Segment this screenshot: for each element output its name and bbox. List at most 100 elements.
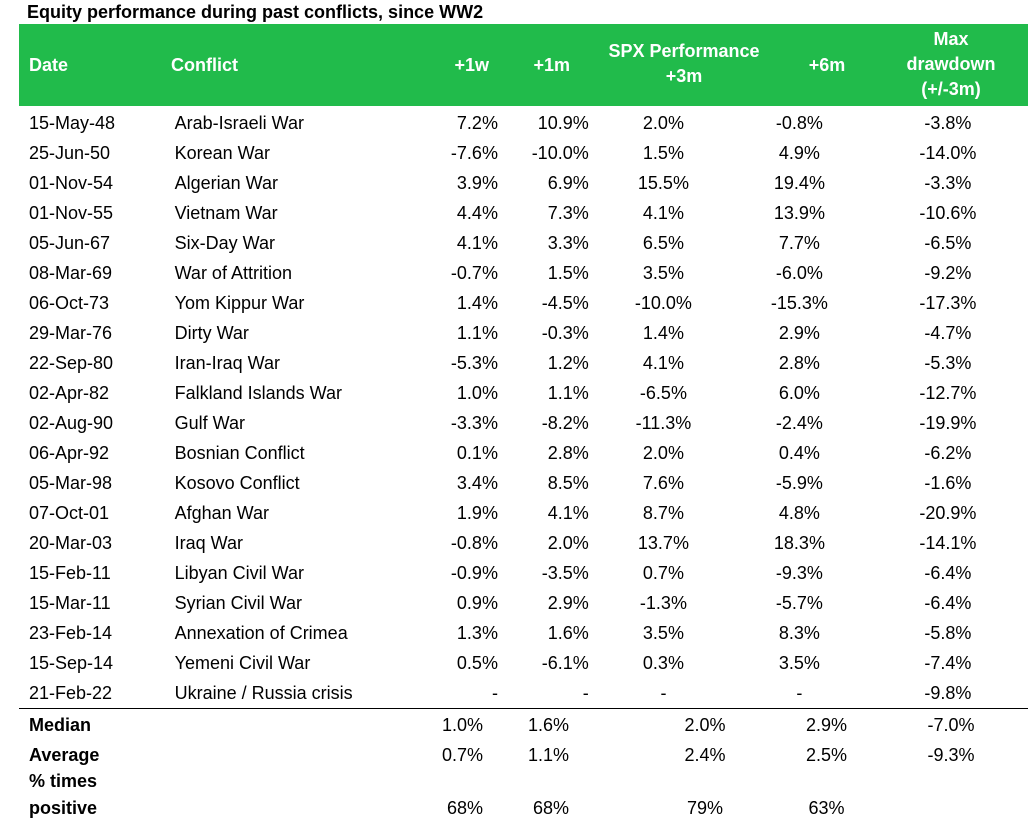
positive-1m: 68% — [532, 798, 569, 818]
header-conflict: Conflict — [171, 54, 238, 75]
conflict-cell: Vietnam War — [174, 203, 278, 223]
median-drawdown: -7.0% — [927, 715, 975, 735]
conflict-cell: Falkland Islands War — [174, 383, 343, 403]
conflict-cell: Annexation of Crimea — [174, 623, 348, 643]
header-spx-label: SPX Performance — [608, 41, 760, 61]
date-cell: 01-Nov-54 — [29, 173, 114, 193]
table-row: 06-Oct-73 Yom Kippur War 1.4% -4.5% -10.0% -1… — [19, 288, 1035, 318]
perf-1m-cell: -4.5% — [541, 293, 589, 313]
perf-1w-cell: -5.3% — [450, 353, 498, 373]
positive-label-line2: positive — [29, 798, 98, 818]
perf-1m-cell: 2.9% — [547, 593, 589, 613]
max-drawdown-cell: -5.8% — [924, 623, 972, 643]
perf-1w-cell: -7.6% — [450, 143, 498, 163]
header-dd-line2: drawdown — [906, 54, 996, 74]
perf-3m-cell: 2.0% — [642, 113, 684, 133]
conflict-cell: Six-Day War — [174, 233, 275, 253]
perf-1w-cell: 1.4% — [456, 293, 498, 313]
median-3m: 2.0% — [684, 715, 726, 735]
positive-3m: 79% — [686, 798, 724, 818]
perf-6m-cell: 3.5% — [778, 653, 820, 673]
perf-3m-cell: 3.5% — [642, 263, 684, 283]
max-drawdown-cell: -12.7% — [919, 383, 977, 403]
table-row: 02-Aug-90 Gulf War -3.3% -8.2% -11.3% -2.4% -1… — [19, 408, 1035, 438]
max-drawdown-cell: -3.8% — [924, 113, 972, 133]
perf-1w-cell: 1.9% — [456, 503, 498, 523]
header-6m: +6m — [808, 54, 846, 75]
table-row: 01-Nov-54 Algerian War 3.9% 6.9% 15.5% 19.4% -… — [19, 168, 1035, 198]
perf-3m-cell: 0.7% — [642, 563, 684, 583]
max-drawdown-cell: -14.0% — [919, 143, 977, 163]
max-drawdown-cell: -6.5% — [924, 233, 972, 253]
date-cell: 15-Feb-11 — [29, 563, 111, 583]
conflict-table: 15-May-48 Arab-Israeli War 7.2% 10.9% 2.0% -0… — [19, 108, 1035, 708]
max-drawdown-cell: -20.9% — [919, 503, 977, 523]
date-cell: 01-Nov-55 — [29, 203, 114, 223]
max-drawdown-cell: -14.1% — [919, 533, 977, 553]
perf-3m-cell: - — [660, 683, 667, 703]
conflict-cell: Dirty War — [174, 323, 249, 343]
perf-6m-cell: 18.3% — [773, 533, 825, 553]
perf-1m-cell: 6.9% — [547, 173, 589, 193]
conflict-cell: War of Attrition — [174, 263, 292, 283]
table-header: Date Conflict +1w +1m SPX Performance +3… — [19, 24, 1028, 106]
perf-1w-cell: 1.1% — [456, 323, 498, 343]
perf-6m-cell: -6.0% — [775, 263, 823, 283]
perf-1w-cell: 0.5% — [456, 653, 498, 673]
perf-6m-cell: -15.3% — [770, 293, 828, 313]
date-cell: 21-Feb-22 — [29, 683, 113, 703]
max-drawdown-cell: -7.4% — [924, 653, 972, 673]
date-cell: 22-Sep-80 — [29, 353, 114, 373]
table-row: 05-Mar-98 Kosovo Conflict 3.4% 8.5% 7.6% -5.9… — [19, 468, 1035, 498]
perf-3m-cell: -10.0% — [634, 293, 692, 313]
perf-1m-cell: - — [582, 683, 589, 703]
perf-1w-cell: 7.2% — [456, 113, 498, 133]
date-cell: 02-Aug-90 — [29, 413, 114, 433]
perf-6m-cell: -5.9% — [775, 473, 823, 493]
date-cell: 15-May-48 — [29, 113, 116, 133]
perf-1w-cell: 3.9% — [456, 173, 498, 193]
conflict-cell: Yemeni Civil War — [174, 653, 311, 673]
date-cell: 25-Jun-50 — [29, 143, 111, 163]
conflict-cell: Kosovo Conflict — [174, 473, 300, 493]
positive-label-line1: % times — [29, 771, 98, 791]
perf-1m-cell: 4.1% — [547, 503, 589, 523]
perf-3m-cell: 8.7% — [642, 503, 684, 523]
median-1m: 1.6% — [527, 715, 569, 735]
perf-1w-cell: 0.9% — [456, 593, 498, 613]
perf-1m-cell: -0.3% — [541, 323, 589, 343]
max-drawdown-cell: -6.4% — [924, 563, 972, 583]
perf-6m-cell: 6.0% — [778, 383, 820, 403]
table-row: 02-Apr-82 Falkland Islands War 1.0% 1.1% -6.… — [19, 378, 1035, 408]
perf-3m-cell: 15.5% — [637, 173, 689, 193]
header-max-drawdown: Max drawdown (+/-3m) — [871, 27, 1031, 102]
perf-1m-cell: 3.3% — [547, 233, 589, 253]
table-row: 01-Nov-55 Vietnam War 4.4% 7.3% 4.1% 13.9% -10… — [19, 198, 1035, 228]
max-drawdown-cell: -4.7% — [924, 323, 972, 343]
positive-1w: 68% — [446, 798, 483, 818]
table-title: Equity performance during past conflicts… — [27, 2, 484, 22]
perf-1w-cell: -0.8% — [450, 533, 498, 553]
table-row: 15-Sep-14 Yemeni Civil War 0.5% -6.1% 0.3% 3.… — [19, 648, 1035, 678]
conflict-cell: Libyan Civil War — [174, 563, 304, 583]
table-row: 05-Jun-67 Six-Day War 4.1% 3.3% 6.5% 7.7% -6.5… — [19, 228, 1035, 258]
perf-1w-cell: 4.4% — [456, 203, 498, 223]
table-row: 15-Feb-11 Libyan Civil War -0.9% -3.5% 0.7% -… — [19, 558, 1035, 588]
table-row: 23-Feb-14 Annexation of Crimea 1.3% 1.6% 3.5… — [19, 618, 1035, 648]
perf-3m-cell: -11.3% — [635, 413, 692, 433]
date-cell: 02-Apr-82 — [29, 383, 110, 403]
table-row: 15-Mar-11 Syrian Civil War 0.9% 2.9% -1.3% -5… — [19, 588, 1035, 618]
conflict-cell: Gulf War — [174, 413, 245, 433]
perf-3m-cell: -6.5% — [639, 383, 687, 403]
perf-1m-cell: -8.2% — [541, 413, 589, 433]
perf-1w-cell: - — [491, 683, 498, 703]
perf-1w-cell: -3.3% — [450, 413, 498, 433]
summary-divider — [19, 708, 1028, 709]
perf-1w-cell: -0.9% — [450, 563, 498, 583]
max-drawdown-cell: -9.8% — [924, 683, 972, 703]
perf-3m-cell: 13.7% — [637, 533, 689, 553]
perf-6m-cell: 8.3% — [778, 623, 820, 643]
date-cell: 07-Oct-01 — [29, 503, 110, 523]
median-row: Median 1.0% 1.6% 2.0% 2.9% -7.0% — [19, 710, 1028, 740]
perf-1m-cell: 10.9% — [537, 113, 589, 133]
